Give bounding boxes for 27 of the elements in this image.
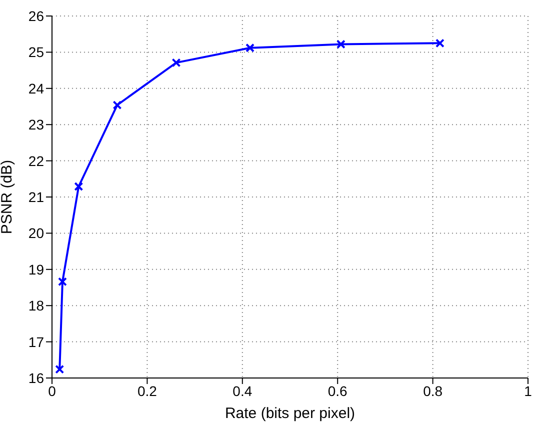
point (435, 38, 444, 48)
y-tick-label: 24 (28, 80, 44, 96)
point (112, 100, 122, 110)
point (58, 277, 67, 286)
x-tick-label: 0.2 (137, 382, 158, 399)
x-tick-label: 1 (524, 382, 532, 399)
y-tick-label: 20 (28, 225, 44, 242)
point (336, 40, 346, 49)
y-tick-label: 18 (28, 298, 44, 314)
point (74, 182, 84, 191)
y-tick-label: 16 (28, 370, 44, 386)
x-tick-label: 0.6 (328, 382, 348, 399)
point (55, 364, 64, 374)
point (246, 43, 255, 52)
y-tick-label: 25 (28, 44, 44, 60)
y-tick-label: 17 (28, 334, 44, 350)
y-tick-label: 23 (28, 116, 44, 133)
y-axis-title: PSNR (dB) (0, 160, 16, 234)
y-tick-label: 22 (28, 152, 44, 169)
x-tick-label: 0.8 (423, 382, 443, 399)
x-tick-label: 0 (48, 382, 56, 399)
x-tick-label: 0.4 (232, 382, 252, 399)
y-tick-label: 19 (28, 261, 44, 278)
point (172, 58, 181, 68)
x-axis-title: Rate (bits per pixel) (224, 405, 356, 422)
y-tick-label: 26 (28, 8, 44, 24)
y-tick-label: 21 (28, 188, 44, 205)
